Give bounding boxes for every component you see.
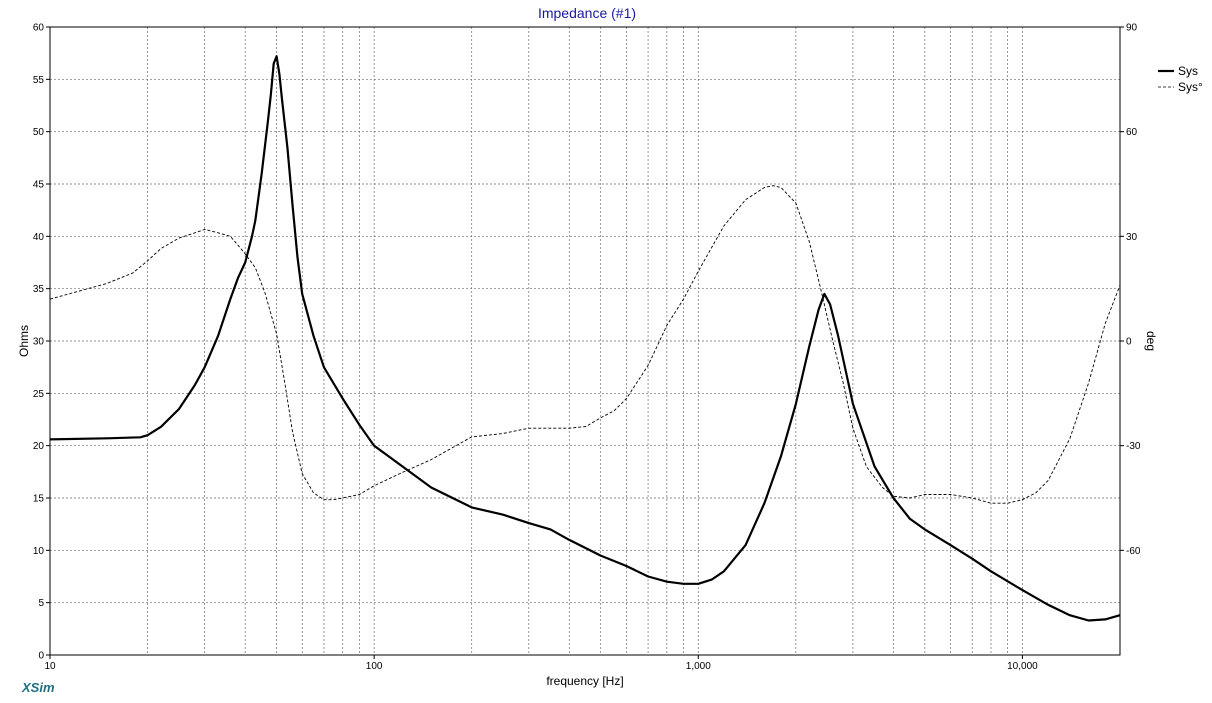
y-tick-label: 50: [33, 127, 45, 138]
y-tick-label: 10: [33, 546, 45, 557]
plot-series: [49, 55, 1121, 622]
y2-tick-label: 30: [1126, 232, 1138, 243]
y-tick-label: 60: [33, 23, 45, 34]
series-line-phase: [49, 185, 1121, 504]
y2-tick-label: 0: [1126, 337, 1132, 348]
legend-label-sys: Sys: [1178, 64, 1198, 78]
y-axis-ticks: 0 5 10 15 20 25 30 35 40 45 50 55 60: [33, 23, 50, 662]
y2-tick-label: -30: [1126, 441, 1141, 452]
y2-axis-ticks: -60 -30 0 30 60 90: [1120, 23, 1141, 557]
x-axis-title: frequency [Hz]: [546, 674, 623, 688]
x-tick-label: 1,000: [686, 661, 711, 672]
y2-tick-label: -60: [1126, 546, 1141, 557]
y-tick-label: 40: [33, 232, 45, 243]
series-line-impedance: [49, 55, 1121, 622]
y-axis-title: Ohms: [17, 325, 31, 357]
y-tick-label: 35: [33, 284, 45, 295]
y2-axis-title: deg: [1144, 331, 1158, 351]
chart-title: Impedance (#1): [538, 5, 636, 21]
y-tick-label: 15: [33, 494, 45, 505]
x-tick-label: 100: [366, 661, 383, 672]
x-axis-ticks: 10 100 1,000 10,000: [44, 655, 1038, 672]
y-tick-label: 20: [33, 441, 45, 452]
x-tick-label: 10: [44, 661, 56, 672]
y-tick-label: 55: [33, 75, 45, 86]
y-tick-label: 25: [33, 389, 45, 400]
y2-tick-label: 90: [1126, 23, 1138, 34]
legend: Sys Sys°: [1158, 64, 1203, 94]
y-tick-label: 45: [33, 180, 45, 191]
legend-label-sys-phase: Sys°: [1178, 80, 1203, 94]
y2-tick-label: 60: [1126, 127, 1138, 138]
grid: [50, 27, 1120, 655]
y-tick-label: 30: [33, 337, 45, 348]
xsim-logo: XSim: [21, 680, 55, 695]
x-tick-label: 10,000: [1007, 661, 1038, 672]
y-tick-label: 0: [38, 651, 44, 662]
y-tick-label: 5: [38, 598, 44, 609]
